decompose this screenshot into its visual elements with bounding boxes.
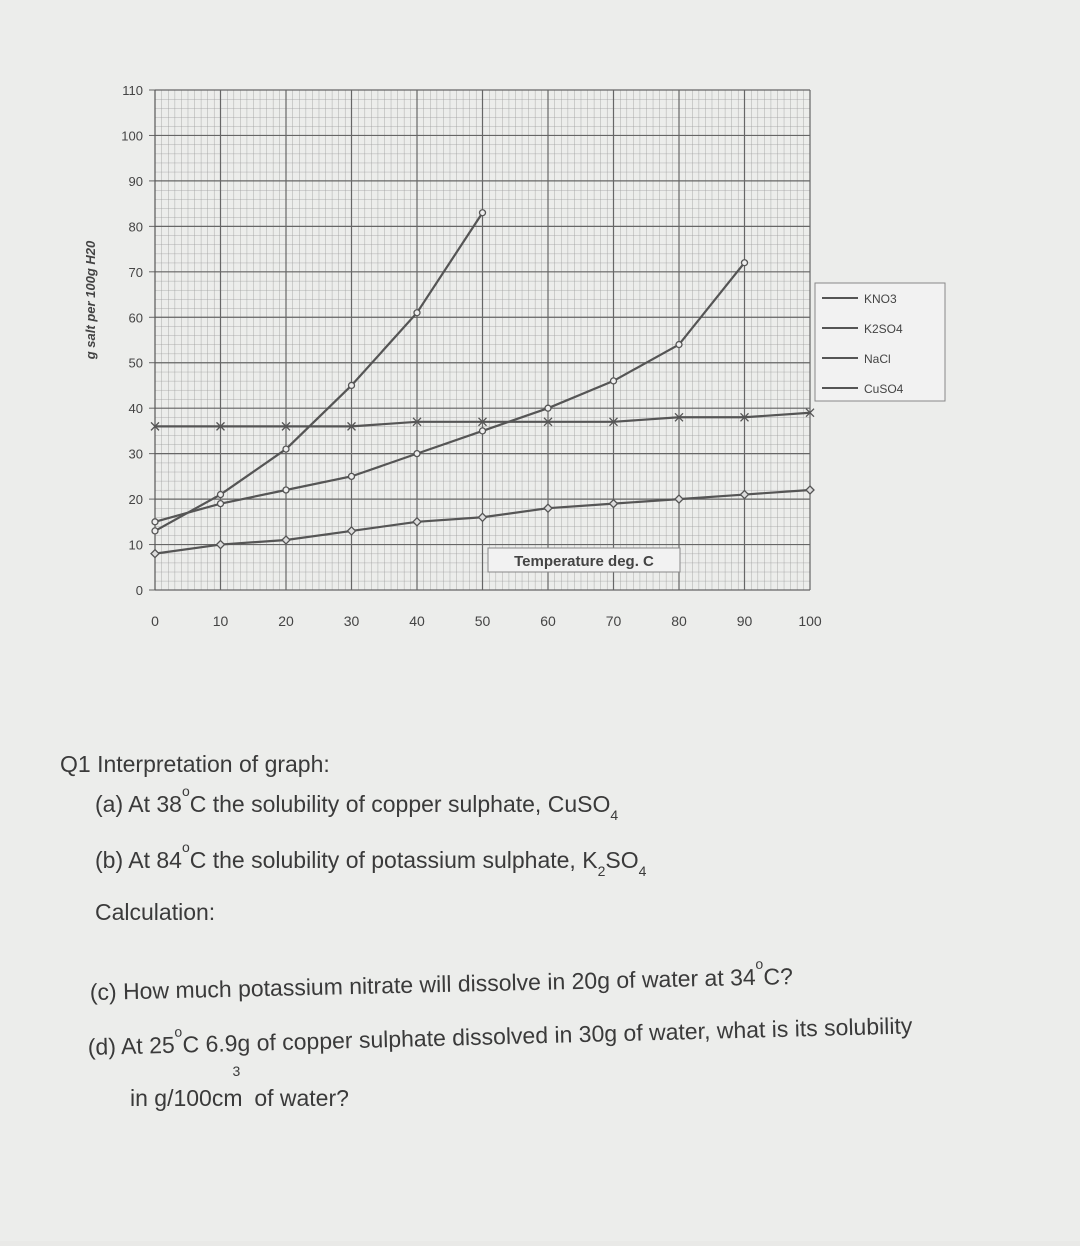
subscript: 2 <box>598 863 606 879</box>
y-tick-label: 100 <box>121 128 143 143</box>
point <box>805 408 815 418</box>
point <box>674 494 684 505</box>
question-d-cont: in g/100cm 3 of water? <box>130 1063 349 1111</box>
point <box>282 486 290 494</box>
degree: o <box>182 783 190 799</box>
series-line <box>154 212 484 532</box>
point <box>478 417 487 427</box>
subscript: 4 <box>639 863 647 879</box>
point <box>151 518 159 526</box>
y-tick-label: 80 <box>129 219 143 234</box>
point <box>413 309 421 317</box>
point <box>478 209 487 217</box>
text: (a) At 38 <box>95 791 182 817</box>
x-tick-label: 70 <box>606 613 622 629</box>
degree: o <box>182 839 190 855</box>
point <box>544 404 552 412</box>
y-tick-label: 90 <box>129 174 143 189</box>
point <box>151 527 159 535</box>
point <box>413 449 421 458</box>
x-tick-label: 10 <box>213 613 229 629</box>
series-line <box>154 262 746 523</box>
point <box>346 525 357 536</box>
point <box>216 499 225 508</box>
point <box>281 421 291 431</box>
question-b: (b) At 84oC the solubility of potassium … <box>95 839 647 879</box>
degree: o <box>174 1024 182 1040</box>
x-tick-label: 20 <box>278 613 294 629</box>
y-tick-label: 60 <box>129 310 143 325</box>
subscript: 4 <box>610 807 618 823</box>
question-a: (a) At 38oC the solubility of copper sul… <box>95 783 618 823</box>
point <box>675 340 683 349</box>
x-tick-label: 50 <box>475 613 491 629</box>
y-tick-label: 50 <box>129 356 143 371</box>
text: C? <box>763 963 793 990</box>
point <box>150 421 160 431</box>
point <box>412 417 422 427</box>
text: C the solubility of potassium sulphate, … <box>190 847 598 873</box>
point <box>477 512 488 523</box>
point <box>609 377 618 385</box>
text: (d) At 25 <box>87 1032 175 1060</box>
point <box>674 412 684 422</box>
point <box>609 417 618 427</box>
point <box>347 381 356 390</box>
point <box>281 535 291 545</box>
text: of water? <box>254 1085 349 1111</box>
y-axis-label: g salt per 100g H20 <box>83 240 98 360</box>
point <box>216 490 225 499</box>
point <box>216 421 225 431</box>
point <box>347 421 356 431</box>
x-tick-label: 100 <box>798 613 822 629</box>
point <box>412 516 422 527</box>
y-tick-label: 40 <box>129 401 143 416</box>
x-label-box <box>487 547 681 573</box>
calculation: Calculation: <box>95 899 215 925</box>
legend-label: NaCl <box>864 352 891 366</box>
text: in g/100cm <box>130 1085 243 1111</box>
point <box>739 489 750 500</box>
point <box>740 259 749 267</box>
x-tick-label: 90 <box>737 613 753 629</box>
point <box>282 445 290 453</box>
legend-label: K2SO4 <box>864 322 903 336</box>
point <box>347 472 356 481</box>
x-tick-label: 40 <box>409 613 425 629</box>
text: C the solubility of copper sulphate, CuS… <box>190 791 611 817</box>
legend-box <box>814 282 946 402</box>
text: (b) At 84 <box>95 847 182 873</box>
x-axis-label: Temperature deg. C <box>514 553 654 570</box>
legend-label: KNO3 <box>864 292 897 306</box>
point <box>608 498 619 509</box>
degree: o <box>755 956 763 972</box>
y-tick-label: 70 <box>129 265 143 280</box>
y-tick-label: 20 <box>129 492 143 507</box>
x-tick-label: 80 <box>671 613 687 629</box>
point <box>478 427 487 435</box>
superscript: 3 <box>233 1063 241 1079</box>
y-tick-label: 30 <box>129 447 143 462</box>
x-tick-label: 30 <box>344 613 360 629</box>
text: SO <box>605 847 638 873</box>
y-tick-label: 110 <box>122 83 143 98</box>
legend-label: CuSO4 <box>864 382 904 396</box>
x-tick-label: 0 <box>151 613 159 629</box>
y-tick-label: 10 <box>129 538 143 553</box>
point <box>740 412 749 422</box>
x-tick-label: 60 <box>540 613 556 629</box>
point <box>543 417 553 427</box>
y-tick-label: 0 <box>136 583 143 598</box>
heading: Q1 Interpretation of graph: <box>60 751 330 777</box>
point <box>150 548 160 559</box>
point <box>543 503 553 514</box>
point <box>805 485 815 495</box>
point <box>215 539 226 550</box>
